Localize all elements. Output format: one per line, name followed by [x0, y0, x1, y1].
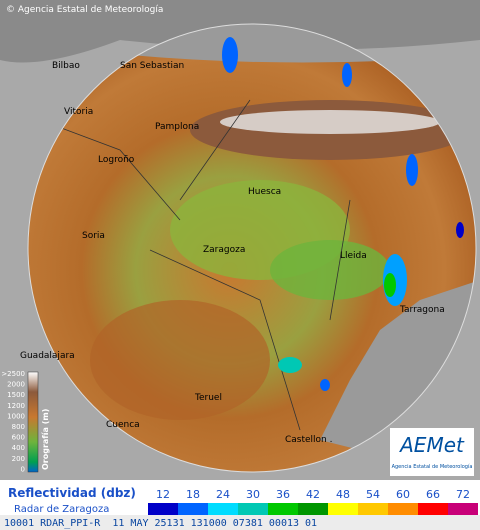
logo: AEMet Agencia Estatal de Meteorología — [390, 428, 474, 476]
snow — [220, 110, 440, 134]
scale-swatch — [298, 503, 328, 515]
city: Lleida — [340, 251, 367, 261]
orography-tick: 1200 — [7, 402, 25, 410]
orography-tick: 2000 — [7, 381, 25, 389]
orography-bar — [27, 371, 39, 473]
scale-label: 72 — [456, 488, 470, 501]
orography-tick: 200 — [12, 455, 25, 463]
legend-title: Reflectividad (dbz) — [8, 486, 136, 500]
logo-box — [390, 428, 474, 476]
iberian-range — [90, 300, 270, 420]
scale-swatch — [208, 503, 238, 515]
orography-tick: 600 — [12, 434, 25, 442]
echoes — [222, 37, 464, 391]
city: Vitoria — [64, 107, 93, 117]
scale-label: 36 — [276, 488, 290, 501]
radar-range — [27, 23, 477, 473]
city: San Sebastian — [120, 61, 184, 71]
orography-tick: 0 — [21, 465, 25, 473]
scale-label: 30 — [246, 488, 260, 501]
city: Teruel — [194, 393, 222, 403]
city: Tarragona — [399, 305, 445, 315]
scale-label: 12 — [156, 488, 170, 501]
city: Huesca — [248, 187, 281, 197]
city: Cuenca — [106, 420, 140, 430]
legend-subtitle: Radar de Zaragoza — [14, 504, 109, 515]
credit: © Agencia Estatal de Meteorología — [6, 5, 163, 15]
lowland — [270, 240, 390, 300]
cities: Bilbao San Sebastian Vitoria Pamplona Lo… — [20, 61, 445, 445]
city: Castellon . — [285, 435, 333, 445]
scale-label: 48 — [336, 488, 350, 501]
scale-swatch — [178, 503, 208, 515]
scale-label: 66 — [426, 488, 440, 501]
orography-tick: 800 — [12, 423, 25, 431]
city: Soria — [82, 231, 105, 241]
scale-swatch — [388, 503, 418, 515]
orography-tick: >2500 — [1, 370, 25, 378]
scale-label: 24 — [216, 488, 230, 501]
footer: 10001 RDAR_PPI-R 11 MAY 25131 131000 073… — [4, 518, 317, 529]
city: Logroño — [98, 155, 135, 165]
scale-label: 54 — [366, 488, 380, 501]
borders — [39, 99, 351, 431]
scale-swatch — [358, 503, 388, 515]
scale-swatch — [448, 503, 478, 515]
scale-swatch — [268, 503, 298, 515]
logo-name: AEMet — [398, 433, 465, 457]
scale-swatch — [418, 503, 448, 515]
orography-tick: 1500 — [7, 391, 25, 399]
scale-swatch — [238, 503, 268, 515]
scale-swatch — [148, 503, 178, 515]
city: Guadalajara — [20, 351, 75, 361]
orography-tick: 1000 — [7, 412, 25, 420]
orography-tick: 400 — [12, 444, 25, 452]
logo-subtitle: Agencia Estatal de Meteorología — [392, 463, 473, 470]
scale-swatch — [328, 503, 358, 515]
scale-label: 60 — [396, 488, 410, 501]
city: Bilbao — [52, 61, 80, 71]
orography-legend: Orografía (m) >2500200015001200100080060… — [1, 370, 50, 473]
orography-title: Orografía (m) — [41, 409, 50, 470]
scale-label: 18 — [186, 488, 200, 501]
scale-label: 42 — [306, 488, 320, 501]
city: Pamplona — [155, 122, 199, 132]
dbz-scale: 12 18 24 30 36 42 48 54 60 66 72 — [148, 488, 478, 515]
footer-bar — [0, 515, 480, 530]
city: Zaragoza — [203, 245, 245, 255]
